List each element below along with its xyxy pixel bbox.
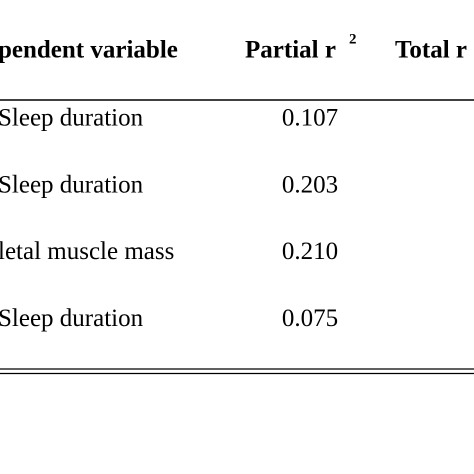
header-cell: pendent variable: [0, 37, 178, 64]
partial-r2: 0.075: [282, 305, 338, 332]
header-cell: Partial r: [245, 37, 336, 64]
partial-r2: 0.210: [282, 238, 338, 265]
row-label: Sleep duration: [0, 305, 144, 332]
row-label: letal muscle mass: [0, 238, 174, 265]
partial-r2: 0.107: [282, 105, 338, 132]
header-superscript: 2: [349, 31, 357, 47]
row-label: Sleep duration: [0, 171, 144, 198]
header-cell: Total r: [395, 37, 467, 64]
row-label: Sleep duration: [0, 105, 144, 132]
table-body: Sleep duration 0.107 Sleep duration 0.203 le…: [0, 105, 338, 332]
partial-r2: 0.203: [282, 171, 338, 198]
